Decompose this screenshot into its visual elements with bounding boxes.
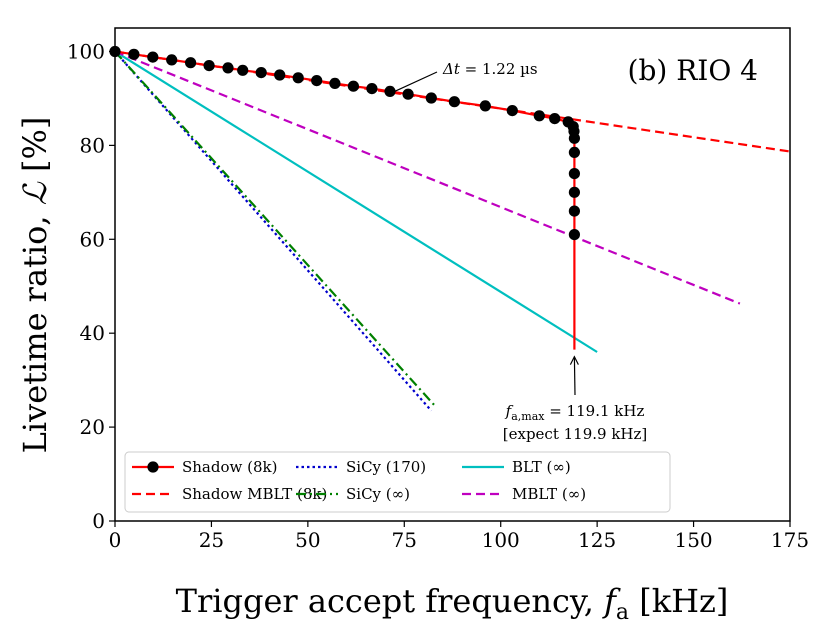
dt-annotation-arrow — [392, 71, 438, 93]
y-tick-label: 20 — [80, 415, 105, 439]
legend-label: Shadow MBLT (8k) — [182, 485, 327, 503]
data-point — [166, 54, 178, 66]
data-point — [568, 205, 581, 217]
data-point — [128, 48, 140, 60]
data-point — [568, 186, 581, 198]
x-tick-label: 100 — [482, 528, 520, 552]
series-line-mblt — [114, 50, 741, 305]
data-point — [222, 62, 234, 74]
data-point — [402, 88, 414, 100]
data-point — [568, 168, 581, 180]
fmax-annotation-line1: fa,max = 119.1 kHz — [505, 402, 645, 423]
data-point — [533, 110, 545, 122]
data-point — [506, 105, 518, 117]
fmax-arrowhead — [569, 355, 579, 365]
data-point — [425, 92, 437, 104]
data-point — [448, 96, 460, 108]
legend-label: BLT (∞) — [512, 458, 571, 476]
data-point — [329, 77, 341, 89]
y-tick-label: 0 — [92, 509, 105, 533]
panel-label: (b) RIO 4 — [628, 54, 758, 87]
x-tick-label: 0 — [109, 528, 122, 552]
data-point — [384, 85, 396, 97]
data-point — [311, 75, 323, 87]
data-point — [203, 60, 215, 72]
data-point — [568, 229, 581, 241]
dt-annotation: Δt = 1.22 µs — [442, 60, 538, 78]
x-axis-label: Trigger accept frequency, fa [kHz] — [176, 582, 729, 623]
data-point — [479, 100, 491, 112]
legend-label: SiCy (170) — [346, 458, 426, 476]
x-tick-label: 25 — [199, 528, 224, 552]
y-tick-label: 80 — [80, 133, 105, 157]
data-point — [147, 51, 159, 63]
legend-label: Shadow (8k) — [182, 458, 277, 476]
data-point — [255, 67, 267, 79]
series-layer — [109, 45, 791, 412]
y-tick-label: 40 — [80, 321, 105, 345]
series-line-sicy-170 — [114, 50, 433, 412]
axis-ticks: 0 25 50 75 100 125 150 175 0 20 40 60 80 100 — [67, 39, 809, 552]
fmax-annotation-arrow — [573, 356, 576, 396]
legend-label: MBLT (∞) — [512, 485, 586, 503]
data-point — [274, 69, 286, 81]
y-axis-label: Livetime ratio, ℒ [%] — [16, 117, 54, 454]
annotations: Δt = 1.22 µs fa,max = 119.1 kHz [expect … — [392, 60, 648, 443]
data-point — [237, 64, 249, 76]
x-tick-label: 150 — [674, 528, 712, 552]
y-tick-label: 60 — [80, 227, 105, 251]
data-point — [568, 146, 581, 158]
x-tick-label: 125 — [578, 528, 616, 552]
legend-marker — [147, 461, 159, 473]
plot-frame — [114, 27, 791, 522]
data-point — [292, 72, 304, 84]
x-tick-label: 50 — [295, 528, 320, 552]
data-point — [568, 132, 581, 144]
data-point — [185, 57, 197, 69]
data-point — [549, 113, 561, 125]
y-tick-label: 100 — [67, 39, 105, 63]
series-line-blt — [114, 50, 598, 353]
legend: Shadow (8k) SiCy (170) BLT (∞) Shadow MBLT … — [124, 451, 671, 513]
legend-box — [124, 451, 671, 513]
legend-label: SiCy (∞) — [346, 485, 410, 503]
x-tick-label: 175 — [771, 528, 809, 552]
x-tick-label: 75 — [392, 528, 417, 552]
data-point — [347, 80, 359, 92]
fmax-annotation-line2: [expect 119.9 kHz] — [503, 425, 648, 443]
data-point — [366, 83, 378, 95]
